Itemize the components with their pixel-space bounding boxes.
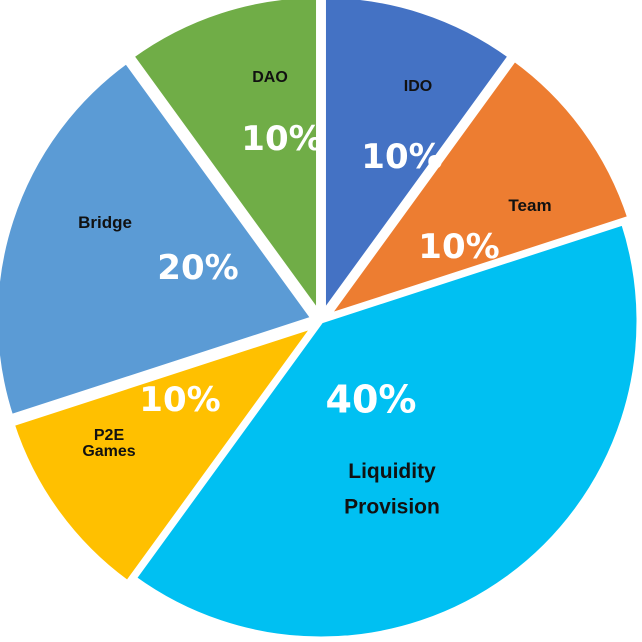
slice-label-p2e-games: P2E Games [82, 427, 135, 460]
slice-label-line: Games [82, 443, 135, 460]
slice-label-dao: DAO [252, 69, 288, 86]
slice-label-line: Bridge [78, 213, 132, 232]
slice-label-line: P2E [94, 427, 125, 444]
slice-label-line: DAO [252, 69, 288, 86]
pie-slice-bridge [0, 58, 316, 420]
slice-label-line: Team [508, 196, 551, 215]
pie-slice-ido [320, 0, 513, 316]
slice-value-dao: 10% [241, 119, 322, 159]
pie-slice-p2e-games [9, 323, 318, 586]
slice-value-bridge: 20% [157, 248, 238, 288]
slice-value-ido: 10% [361, 137, 442, 177]
slice-value-p2e-games: 10% [139, 380, 220, 420]
slice-label-team: Team [508, 196, 551, 215]
slice-label-liquidity-provision: Liquidity Provision [344, 460, 440, 518]
slice-label-ido: IDO [404, 78, 432, 95]
pie-slice-liquidity-provision [131, 220, 642, 642]
slice-value-liquidity-provision: 40% [326, 377, 417, 421]
slice-label-bridge: Bridge [78, 213, 132, 232]
pie-slice-dao [129, 0, 322, 316]
slice-label-line: IDO [404, 78, 432, 95]
pie-slice-team [324, 56, 633, 319]
slice-value-team: 10% [418, 227, 499, 267]
slice-label-line: Liquidity [348, 460, 436, 483]
slice-label-line: Provision [344, 495, 440, 518]
